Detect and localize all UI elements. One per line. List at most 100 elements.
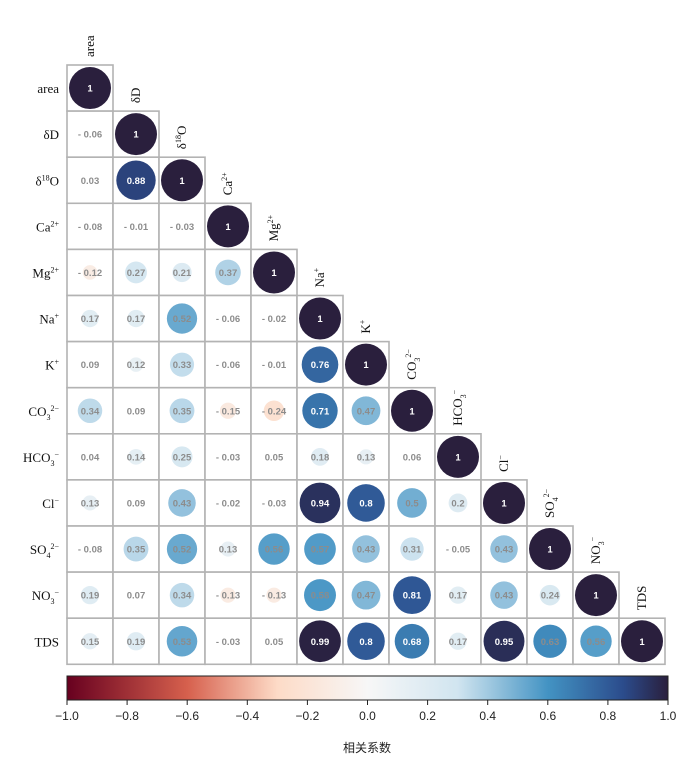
corr-circle <box>207 205 249 248</box>
corr-circle <box>82 495 98 511</box>
cell-11-8: 0.17 <box>434 571 482 619</box>
colorbar-tick-label: 0.8 <box>600 709 617 723</box>
cell-2-1: 0.88 <box>112 156 160 205</box>
corr-value: 1 <box>409 406 415 417</box>
corr-value: 0.19 <box>81 591 100 602</box>
cell-9-4: - 0.03 <box>250 479 298 527</box>
corr-value: 0.09 <box>127 406 146 417</box>
cell-5-3: - 0.06 <box>204 294 252 343</box>
corr-value: 0.17 <box>449 591 468 602</box>
cell-7-2: 0.35 <box>158 386 206 435</box>
corr-circle <box>580 625 612 657</box>
corr-value: 1 <box>271 268 277 279</box>
corr-value: 0.47 <box>357 591 376 602</box>
corr-value: - 0.24 <box>262 406 287 417</box>
corr-value: 0.43 <box>495 545 514 556</box>
corr-value: 0.17 <box>127 314 146 325</box>
cell-border <box>204 479 252 527</box>
corr-value: 0.34 <box>81 406 100 417</box>
cell-2-0: 0.03 <box>66 156 114 205</box>
row-label-9: Cl− <box>42 496 59 511</box>
cell-6-5: 0.76 <box>296 340 344 389</box>
cell-12-0: 0.15 <box>66 617 114 666</box>
row-label-4: Mg2+ <box>32 265 59 280</box>
cell-border <box>204 432 252 481</box>
corr-circle <box>299 482 341 524</box>
corr-value: 0.04 <box>81 452 100 463</box>
cell-10-3: 0.13 <box>204 525 252 573</box>
cell-border <box>250 432 298 481</box>
corr-circle <box>448 493 468 513</box>
cell-10-4: 0.56 <box>250 525 298 573</box>
corr-value: 0.52 <box>173 314 192 325</box>
cell-9-9: 1 <box>480 479 528 527</box>
cell-5-5: 1 <box>296 294 344 343</box>
colorbar-tick-label: 0.2 <box>419 709 436 723</box>
corr-circle <box>215 259 241 286</box>
corr-value: 0.94 <box>311 498 330 509</box>
col-label-group-5: Na+ <box>312 267 327 287</box>
corr-circle <box>127 309 145 328</box>
cell-6-4: - 0.01 <box>250 340 298 389</box>
corr-circle <box>219 402 237 419</box>
corr-value: - 0.03 <box>170 222 194 233</box>
corr-circle <box>345 343 387 386</box>
col-label-8: HCO3− <box>450 389 468 425</box>
corr-circle <box>220 587 236 603</box>
cell-border <box>204 340 252 389</box>
colorbar-tick-label: −0.2 <box>296 709 320 723</box>
corr-circle <box>483 481 525 524</box>
cell-8-6: 0.13 <box>342 432 390 481</box>
col-label-7: CO32− <box>404 349 422 380</box>
col-label-group-10: SO42− <box>542 488 560 518</box>
cell-border <box>250 617 298 666</box>
corr-circle <box>80 585 100 605</box>
corr-circle <box>490 535 518 563</box>
cell-7-3: - 0.15 <box>204 386 252 435</box>
cell-3-1: - 0.01 <box>112 202 160 251</box>
col-label-group-6: K+ <box>358 319 373 333</box>
corr-circle <box>621 620 663 663</box>
corr-value: 0.8 <box>359 637 372 648</box>
column-labels: area δD δ18O Ca2+ Mg2+ Na+ K+ CO32− HCO3− Cl− SO42… <box>82 35 649 610</box>
corr-value: 0.71 <box>311 406 330 417</box>
corr-value: - 0.05 <box>446 545 471 556</box>
colorbar: −1.0 −0.8 −0.6 −0.4 −0.2 0.0 0.2 0.4 0.6 0.8 1.0 相… <box>55 675 677 755</box>
corr-circle <box>575 574 617 617</box>
corr-value: 0.27 <box>127 268 146 279</box>
cell-10-0: - 0.08 <box>66 525 114 573</box>
cell-border <box>112 202 160 251</box>
corr-value: - 0.06 <box>216 360 240 371</box>
cell-7-1: 0.09 <box>112 386 160 435</box>
cell-12-2: 0.53 <box>158 617 206 666</box>
col-label-group-11: NO3− <box>588 536 606 564</box>
cell-12-7: 0.68 <box>388 617 436 666</box>
corr-value: 0.35 <box>173 406 192 417</box>
cell-10-8: - 0.05 <box>434 525 482 573</box>
cell-4-3: 0.37 <box>204 248 252 297</box>
corr-value: 0.8 <box>359 498 372 509</box>
corr-circle <box>166 533 198 565</box>
cell-10-9: 0.43 <box>480 525 528 573</box>
cell-12-10: 0.63 <box>526 617 574 666</box>
corr-value: - 0.13 <box>216 591 240 602</box>
corr-value: 0.14 <box>127 452 146 463</box>
cell-10-10: 1 <box>526 525 574 573</box>
cell-6-0: 0.09 <box>66 340 114 389</box>
corr-circle <box>126 632 146 651</box>
corr-value: 0.18 <box>311 452 330 463</box>
corr-value: 0.05 <box>265 637 284 648</box>
cell-3-3: 1 <box>204 202 252 251</box>
corr-circle <box>171 446 193 468</box>
col-label-4: Mg2+ <box>266 214 281 241</box>
corr-circle <box>166 625 198 657</box>
row-label-7: CO32− <box>28 404 59 422</box>
cell-12-9: 0.95 <box>480 617 528 666</box>
corr-value: 0.35 <box>127 545 146 556</box>
cell-border <box>66 202 114 251</box>
col-label-group-1: δD <box>128 88 143 104</box>
cell-4-0: - 0.12 <box>66 248 114 297</box>
corr-circle <box>301 346 339 383</box>
corr-value: - 0.15 <box>216 406 241 417</box>
corr-circle <box>299 297 341 340</box>
